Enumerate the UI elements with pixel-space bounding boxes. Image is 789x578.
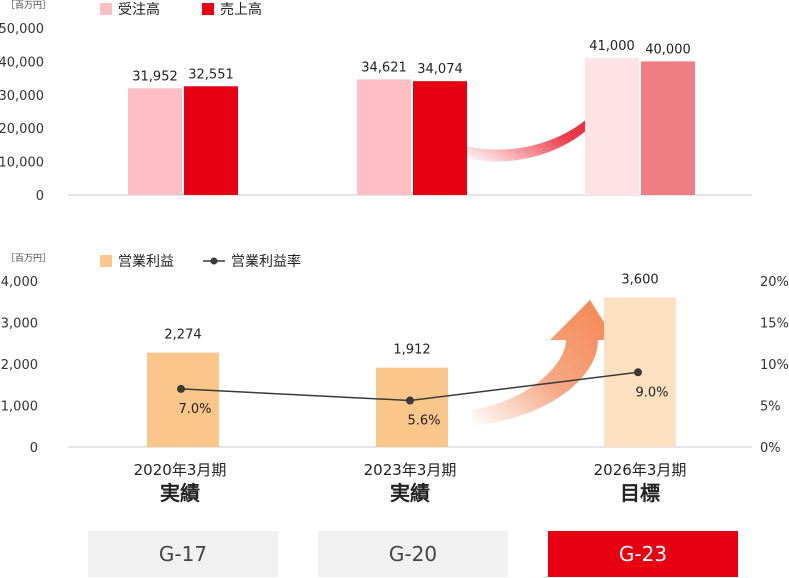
category-period-2020: 2020年3月期	[133, 461, 227, 479]
bottom-ytick-label: 1,000	[1, 400, 38, 415]
top-unit-label: ［百万円］	[6, 0, 51, 11]
top-legend-swatch	[202, 3, 214, 15]
bottom-bar-value-label: 2,274	[164, 328, 201, 343]
category-kind-2023: 実績	[390, 481, 430, 505]
bottom-ytick-label: 2,000	[1, 358, 38, 373]
margin-value-label: 5.6%	[407, 414, 440, 429]
top-ytick-label: 20,000	[0, 122, 44, 137]
top-ytick-label: 50,000	[0, 22, 44, 37]
bottom-bar-value-label: 1,912	[393, 343, 430, 358]
plan-button-g20[interactable]: G-20	[318, 531, 508, 577]
bottom-y2tick-label: 20%	[760, 275, 789, 290]
top-bar-value-label: 32,551	[188, 67, 234, 82]
bottom-legend-marker	[210, 257, 218, 265]
plan-label-g17: G-17	[158, 542, 208, 566]
plan-label-g20: G-20	[388, 542, 438, 566]
plan-button-g17[interactable]: G-17	[88, 531, 278, 577]
category-kind-2020: 実績	[160, 481, 200, 505]
bottom-y2tick-label: 0%	[760, 441, 781, 456]
top-bar	[585, 58, 639, 196]
plan-label-g23: G-23	[618, 542, 668, 566]
bottom-y2tick-label: 10%	[760, 358, 789, 373]
top-bar-value-label: 34,074	[417, 62, 463, 77]
margin-point	[634, 368, 642, 377]
category-label-2026: 2026年3月期 目標	[570, 460, 710, 506]
category-label-2020: 2020年3月期 実績	[110, 460, 250, 506]
bottom-ytick-label: 4,000	[1, 275, 38, 290]
chart-svg: ［百万円］ 50,000 40,000 30,000 20,000 10,000 0 受注高 売…	[0, 0, 789, 456]
top-bar	[128, 88, 182, 195]
top-ytick-label: 0	[36, 189, 44, 204]
bottom-y2tick-label: 5%	[760, 400, 781, 415]
top-legend-label: 受注高	[118, 1, 160, 18]
top-bar-value-label: 31,952	[132, 69, 178, 84]
bottom-legend-label: 営業利益	[118, 254, 174, 270]
category-label-2023: 2023年3月期 実績	[340, 460, 480, 506]
bottom-bar	[376, 367, 448, 447]
bottom-y2tick-label: 15%	[760, 317, 789, 332]
category-kind-2026: 目標	[620, 481, 660, 505]
bottom-unit-label: ［百万円］	[6, 253, 51, 264]
margin-value-label: 9.0%	[635, 385, 668, 400]
margin-value-label: 7.0%	[178, 402, 211, 417]
top-bar-value-label: 34,621	[361, 60, 407, 75]
bottom-bar-value-label: 3,600	[621, 273, 658, 288]
top-bar	[641, 61, 695, 196]
bottom-bar	[147, 352, 219, 447]
margin-point	[406, 396, 414, 405]
top-bar	[413, 81, 467, 195]
top-bar	[184, 86, 238, 195]
top-bar-value-label: 41,000	[589, 39, 635, 54]
top-ytick-label: 30,000	[0, 89, 44, 104]
margin-point	[177, 384, 185, 393]
plan-button-g23[interactable]: G-23	[548, 531, 738, 577]
bottom-ytick-label: 0	[30, 441, 38, 456]
top-ytick-label: 40,000	[0, 55, 44, 70]
top-ytick-label: 10,000	[0, 156, 44, 171]
category-period-2026: 2026年3月期	[593, 461, 687, 479]
top-bar-value-label: 40,000	[645, 42, 691, 57]
top-bar	[357, 79, 411, 195]
bottom-legend-swatch	[100, 255, 112, 267]
bottom-ytick-label: 3,000	[1, 317, 38, 332]
category-period-2023: 2023年3月期	[363, 461, 457, 479]
growth-arrow-bottom	[472, 300, 615, 426]
top-legend-swatch	[100, 3, 112, 15]
top-legend-label: 売上高	[220, 1, 262, 18]
bottom-legend-label: 営業利益率	[231, 253, 301, 270]
